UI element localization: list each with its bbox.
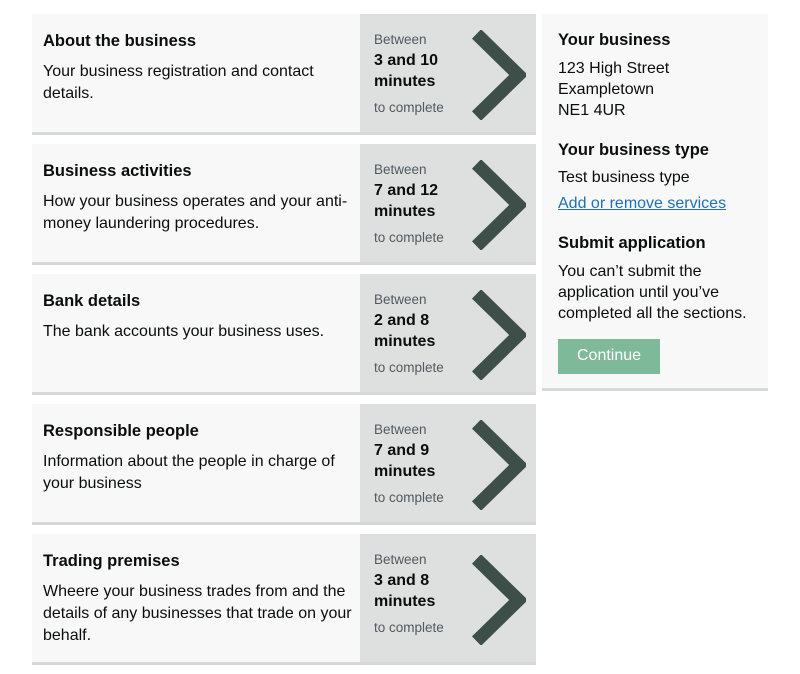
- time-prefix: Between: [374, 292, 427, 307]
- submit-application-section: Submit application You can’t submit the …: [558, 233, 752, 374]
- task-info: Trading premises Wheere your business tr…: [32, 534, 360, 662]
- time-range: 2 and 8: [374, 312, 430, 329]
- chevron-right-icon: [471, 30, 526, 120]
- time-estimate: Between 3 and 8 minutes to complete: [374, 550, 444, 650]
- time-estimate: Between 2 and 8 minutes to complete: [374, 290, 444, 380]
- task-description: How your business operates and your anti…: [43, 192, 348, 233]
- time-suffix: to complete: [374, 620, 444, 635]
- address-line-1: 123 High Street: [558, 59, 670, 77]
- time-prefix: Between: [374, 422, 427, 437]
- task-title: Trading premises: [43, 552, 180, 570]
- time-suffix: to complete: [374, 230, 444, 245]
- time-estimate: Between 3 and 10 minutes to complete: [374, 30, 444, 120]
- task-row-responsible-people[interactable]: Responsible people Information about the…: [32, 404, 536, 525]
- chevron-right-icon: [471, 290, 526, 380]
- task-time-panel: Between 7 and 9 minutes to complete: [360, 404, 536, 522]
- time-prefix: Between: [374, 162, 427, 177]
- address-line-3: NE1 4UR: [558, 101, 626, 119]
- submit-application-heading: Submit application: [558, 234, 706, 253]
- task-title: Bank details: [43, 292, 141, 310]
- time-range: 3 and 8: [374, 572, 430, 589]
- time-range: 3 and 10: [374, 52, 439, 69]
- task-info: About the business Your business registr…: [32, 14, 360, 132]
- task-title: About the business: [43, 32, 197, 50]
- task-info: Responsible people Information about the…: [32, 404, 360, 522]
- task-info: Business activities How your business op…: [32, 144, 360, 262]
- time-unit: minutes: [374, 203, 436, 220]
- your-business-heading: Your business: [558, 31, 671, 49]
- time-unit: minutes: [374, 593, 436, 610]
- task-info: Bank details The bank accounts your busi…: [32, 274, 360, 392]
- add-or-remove-services-link[interactable]: Add or remove services: [558, 195, 727, 213]
- chevron-right-icon: [471, 554, 526, 645]
- time-range: 7 and 9: [374, 442, 430, 459]
- business-type-heading: Your business type: [558, 140, 709, 159]
- submit-application-note: You can’t submit the application until y…: [558, 262, 747, 322]
- task-row-about-the-business[interactable]: About the business Your business registr…: [32, 14, 536, 135]
- task-title: Responsible people: [43, 422, 199, 440]
- task-description: Your business registration and contact d…: [43, 62, 314, 103]
- time-unit: minutes: [374, 73, 436, 90]
- continue-button[interactable]: Continue: [558, 338, 661, 374]
- time-estimate: Between 7 and 9 minutes to complete: [374, 420, 444, 510]
- time-suffix: to complete: [374, 490, 444, 505]
- time-range: 7 and 12: [374, 182, 439, 199]
- task-row-business-activities[interactable]: Business activities How your business op…: [32, 144, 536, 265]
- time-unit: minutes: [374, 333, 436, 350]
- address-line-2: Exampletown: [558, 80, 655, 98]
- time-estimate: Between 7 and 12 minutes to complete: [374, 160, 444, 250]
- task-row-bank-details[interactable]: Bank details The bank accounts your busi…: [32, 274, 536, 395]
- task-time-panel: Between 7 and 12 minutes to complete: [360, 144, 536, 262]
- business-type-section: Your business type Test business type Ad…: [558, 140, 752, 215]
- task-time-panel: Between 2 and 8 minutes to complete: [360, 274, 536, 392]
- time-unit: minutes: [374, 463, 436, 480]
- task-description: The bank accounts your business uses.: [43, 322, 325, 340]
- task-description: Wheere your business trades from and the…: [43, 582, 352, 645]
- chevron-right-icon: [471, 160, 526, 250]
- time-prefix: Between: [374, 552, 427, 567]
- your-business-section: Your business 123 High Street Exampletow…: [558, 30, 752, 121]
- application-summary-sidebar: Your business 123 High Street Exampletow…: [542, 14, 768, 391]
- task-title: Business activities: [43, 162, 192, 180]
- business-type-value: Test business type: [558, 169, 690, 187]
- chevron-right-icon: [471, 420, 526, 510]
- time-suffix: to complete: [374, 100, 444, 115]
- time-prefix: Between: [374, 32, 427, 47]
- task-description: Information about the people in charge o…: [43, 452, 335, 493]
- task-time-panel: Between 3 and 8 minutes to complete: [360, 534, 536, 662]
- task-time-panel: Between 3 and 10 minutes to complete: [360, 14, 536, 132]
- task-list: About the business Your business registr…: [32, 14, 536, 674]
- task-row-trading-premises[interactable]: Trading premises Wheere your business tr…: [32, 534, 536, 665]
- time-suffix: to complete: [374, 360, 444, 375]
